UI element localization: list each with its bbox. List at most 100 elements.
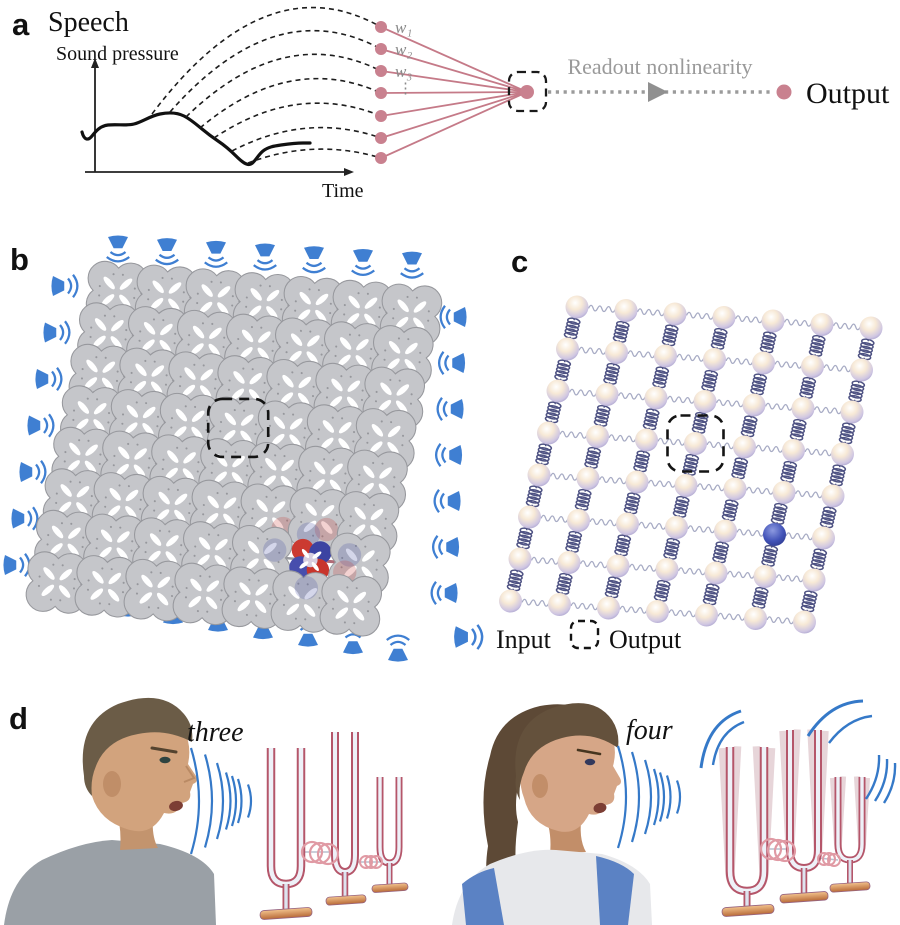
sound-arc (630, 751, 641, 843)
tap-node (375, 152, 387, 164)
spring-vertical-coil (691, 411, 709, 434)
spring-horizontal (587, 304, 616, 313)
a-output-box (507, 70, 548, 113)
mass-sphere (793, 610, 816, 634)
tap-node (375, 132, 387, 144)
spring-horizontal (617, 392, 646, 401)
spring-vertical-coil (789, 418, 807, 441)
mass-sphere (810, 313, 834, 336)
speaker-icon (35, 367, 63, 391)
weight-link (380, 91, 528, 94)
waveform-axes (85, 58, 354, 176)
speaker-icon (435, 443, 463, 467)
spring-horizontal (764, 402, 793, 411)
spring-vertical-coil (525, 484, 543, 508)
spring-vertical-coil (682, 453, 700, 476)
mass-spring-lattice (499, 295, 883, 634)
speaker-icon (432, 535, 460, 559)
panel-b-label: b (10, 242, 29, 277)
mass-sphere (744, 607, 767, 630)
spring-vertical-coil (633, 449, 651, 473)
mass-sphere (714, 519, 737, 543)
spring-vertical-coil (661, 323, 679, 347)
mass-sphere (556, 337, 579, 361)
spring-vertical-coil (563, 316, 581, 340)
sampling-arc (185, 53, 382, 118)
weight-link (380, 70, 528, 93)
sampling-arc (231, 126, 382, 152)
output-node (776, 84, 792, 100)
sampling-arc (151, 6, 382, 115)
spring-horizontal (607, 434, 637, 443)
spring-horizontal (735, 528, 765, 537)
panel-a: a Speech Sound pressure Time w₁ w₂ w₃ ⋮ … (12, 6, 890, 202)
panel-a-title: Speech (48, 7, 129, 38)
sound-arc (236, 778, 243, 824)
metamaterial-unit (287, 487, 351, 550)
weight-link (380, 48, 528, 93)
spring-horizontal (745, 486, 774, 495)
spring-vertical-coil (731, 456, 749, 480)
metamaterial-unit (319, 574, 382, 637)
speaker-icon (400, 251, 424, 279)
spring-horizontal (666, 395, 695, 404)
spring-horizontal (675, 353, 705, 362)
male-speaker (4, 697, 216, 925)
spring-vertical-coil (810, 547, 828, 571)
sound-arc (658, 772, 666, 822)
mass-sphere (606, 554, 630, 578)
sound-arc (652, 768, 660, 826)
spring-horizontal (705, 441, 735, 450)
mass-sphere (674, 474, 698, 497)
weight-link (380, 91, 528, 139)
sound-arc (246, 784, 253, 818)
mass-sphere (646, 600, 669, 623)
coupling-spring-icon (759, 837, 841, 867)
spring-horizontal (765, 616, 795, 625)
speaker-icon (19, 460, 47, 484)
spring-vertical-coil (761, 544, 779, 567)
spring-vertical-coil (829, 463, 847, 487)
spring-vertical-coil (770, 502, 788, 525)
spring-vertical-coil (653, 579, 671, 602)
speaker-icon (27, 413, 55, 438)
spring-vertical-coil (614, 533, 632, 557)
spring-vertical-coil (751, 586, 769, 609)
spring-vertical-coil (544, 400, 562, 424)
spring-horizontal (734, 315, 763, 324)
mass-sphere (801, 355, 824, 378)
speaker-icon (155, 238, 179, 266)
speaker-icon (106, 235, 130, 263)
spring-horizontal (626, 350, 656, 359)
mass-sphere (723, 477, 747, 501)
spring-vertical-coil (516, 526, 534, 550)
speaker-icon (430, 581, 458, 605)
mass-sphere (655, 558, 679, 581)
spring-horizontal (539, 514, 569, 523)
spring-vertical-coil (800, 589, 818, 613)
spring-vertical-coil (574, 488, 592, 511)
female-sound-waves (616, 745, 682, 849)
mass-sphere (586, 425, 609, 448)
tap-node (375, 21, 387, 33)
spring-horizontal (588, 518, 618, 527)
coupling-spring-icon (300, 840, 383, 869)
panel-b: b (3, 235, 467, 662)
spring-vertical-coil (799, 376, 817, 399)
mass-sphere (499, 589, 522, 613)
speaker-icon (386, 634, 410, 662)
sound-arc (203, 754, 214, 848)
legend: Input Output (454, 619, 682, 654)
metamaterial-unit (270, 570, 333, 633)
speaker-icon (351, 248, 375, 276)
speaker-icon (3, 553, 31, 577)
panel-a-label: a (12, 7, 30, 42)
mass-sphere (703, 348, 726, 371)
spring-horizontal (716, 612, 746, 621)
metamaterial-lattice (25, 260, 443, 637)
mass-sphere (605, 341, 628, 364)
spring-vertical-coil (702, 582, 720, 606)
spring-horizontal (794, 490, 823, 499)
